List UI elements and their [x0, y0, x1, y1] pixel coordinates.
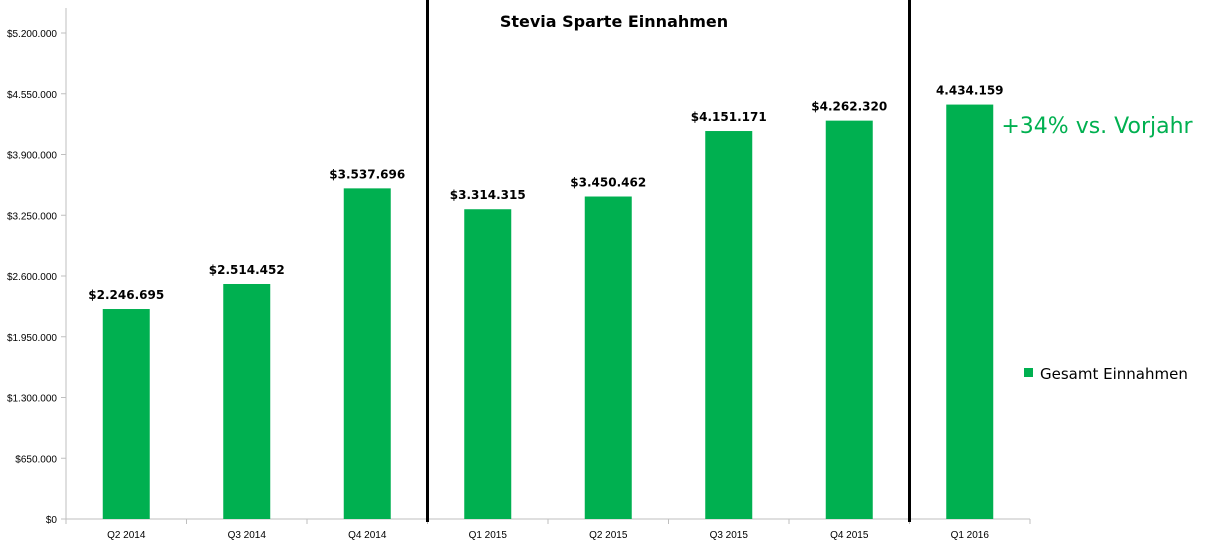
data-label: $3.450.462: [570, 176, 646, 190]
y-tick-label: $1.950.000: [7, 333, 57, 344]
data-label: $4.262.320: [811, 100, 887, 114]
legend-swatch: [1024, 368, 1033, 377]
x-tick-label: Q3 2015: [710, 530, 749, 541]
y-tick-label: $4.550.000: [7, 90, 57, 101]
x-tick-label: Q3 2014: [228, 530, 267, 541]
x-axis: Q2 2014 Q3 2014 Q4 2014 Q1 2015 Q2 2015 Q3 20…: [65, 518, 1031, 541]
data-label: 4.434.159: [936, 84, 1004, 98]
legend: Gesamt Einnahmen: [1024, 365, 1188, 383]
x-tick-label: Q1 2016: [951, 530, 990, 541]
x-tick-label: Q4 2015: [830, 530, 869, 541]
bar: [584, 196, 632, 519]
chart-title: Stevia Sparte Einnahmen: [500, 12, 728, 31]
data-label: $4.151.171: [691, 110, 767, 124]
y-tick-label: $3.250.000: [7, 211, 57, 222]
legend-label: Gesamt Einnahmen: [1040, 365, 1188, 383]
bar: [343, 188, 391, 519]
y-axis: $0 $650.000 $1.300.000 $1.950.000 $2.600.000…: [7, 8, 67, 526]
y-tick-label: $2.600.000: [7, 272, 57, 283]
y-tick-label: $0: [46, 515, 58, 526]
bar: [705, 131, 753, 519]
y-tick-label: $5.200.000: [7, 29, 57, 40]
x-tick-label: Q2 2015: [589, 530, 628, 541]
bar-series: $2.246.695 $2.514.452 $3.537.696 $3.314.315…: [88, 84, 1004, 520]
bar: [223, 283, 271, 519]
x-tick-label: Q2 2014: [107, 530, 146, 541]
bar: [946, 104, 994, 520]
y-tick-label: $1.300.000: [7, 394, 57, 405]
data-label: $2.514.452: [209, 263, 285, 277]
x-tick-label: Q1 2015: [469, 530, 508, 541]
data-label: $3.537.696: [329, 167, 405, 181]
x-tick-label: Q4 2014: [348, 530, 387, 541]
bar: [102, 309, 150, 519]
bar: [825, 120, 873, 519]
period-separators: [426, 0, 911, 522]
growth-annotation: +34% vs. Vorjahr: [1001, 114, 1193, 139]
data-label: $3.314.315: [450, 188, 526, 202]
y-tick-label: $650.000: [15, 454, 57, 465]
bar: [464, 209, 512, 519]
y-tick-label: $3.900.000: [7, 151, 57, 162]
data-label: $2.246.695: [88, 288, 164, 302]
